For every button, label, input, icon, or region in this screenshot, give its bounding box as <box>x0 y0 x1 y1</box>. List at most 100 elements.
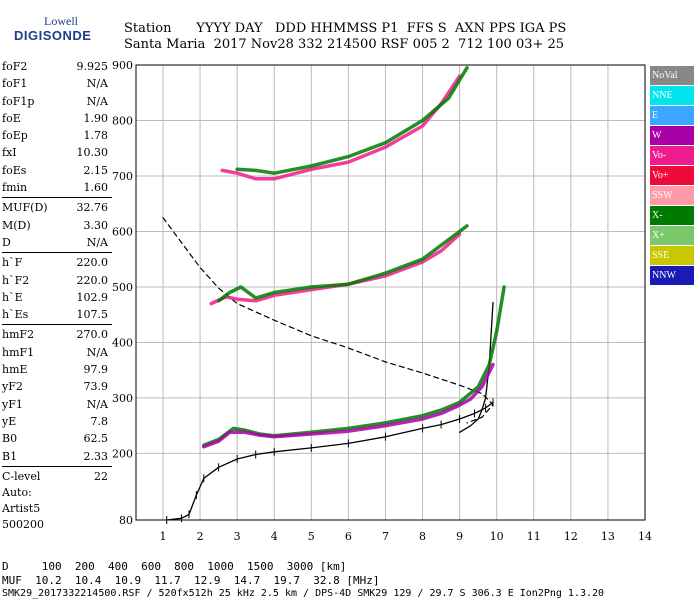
legend-item: E <box>650 106 694 125</box>
param-key: h`Es <box>2 308 29 322</box>
trace-profile <box>166 401 494 521</box>
x-tick-label: 10 <box>490 530 504 543</box>
x-tick-label: 14 <box>638 530 652 543</box>
param-row: D N/A <box>2 234 116 251</box>
param-row: hmF1 N/A <box>2 344 116 361</box>
param-value: 220.0 <box>76 256 109 270</box>
param-key: hmF2 <box>2 328 35 342</box>
footer-muf: MUF 10.2 10.4 10.9 11.7 12.9 14.7 19.7 3… <box>2 574 380 587</box>
legend-item: NNE <box>650 86 694 105</box>
trace-x3-trace <box>235 66 469 175</box>
param-key: C-level <box>2 469 41 483</box>
x-tick-label: 6 <box>345 530 352 543</box>
param-key: foEp <box>2 129 28 143</box>
header-line1: Station YYYY DAY DDD HHMMSS P1 FFS S AXN… <box>124 21 567 36</box>
trace-o3-trace <box>220 74 462 181</box>
legend-item: NoVal <box>650 66 694 85</box>
param-value: 7.8 <box>90 414 109 428</box>
param-row: M(D) 3.30 <box>2 217 116 234</box>
x-tick-label: 1 <box>160 530 167 543</box>
param-value: 2.33 <box>83 449 109 463</box>
param-key: yF2 <box>2 380 23 394</box>
x-tick-label: 5 <box>308 530 315 543</box>
legend-item: SSW <box>650 186 694 205</box>
param-key: B0 <box>2 432 18 446</box>
param-row: yF2 73.9 <box>2 378 116 395</box>
param-value: 3.30 <box>83 218 109 232</box>
legend-item: X- <box>650 206 694 225</box>
auto-method: Artist5 <box>2 502 41 515</box>
x-tick-label: 3 <box>234 530 241 543</box>
auto-code: 500200 <box>2 518 44 531</box>
param-key: fmin <box>2 181 28 195</box>
param-key: D <box>2 235 11 249</box>
param-key: h`E <box>2 290 23 304</box>
legend-item: Vo+ <box>650 166 694 185</box>
color-legend: NoVal NNE E W Vo- Vo+ SSW X- X+ SSE NNW <box>650 66 694 286</box>
param-key: h`F <box>2 256 23 270</box>
param-value: 73.9 <box>83 380 109 394</box>
footer-distance: D 100 200 400 600 800 1000 1500 3000 [km… <box>2 560 347 573</box>
param-value: 32.76 <box>76 201 109 215</box>
param-key: MUF(D) <box>2 201 48 215</box>
param-value: 10.30 <box>76 146 109 160</box>
param-key: B1 <box>2 449 18 463</box>
param-row: foE 1.90 <box>2 110 116 127</box>
param-row: C-level 22 <box>2 468 116 485</box>
logo-line1: Lowell <box>44 14 78 28</box>
trace-o2-trace <box>209 232 462 306</box>
param-value: 270.0 <box>76 328 109 342</box>
param-row: foF2 9.925 <box>2 58 116 75</box>
x-tick-label: 8 <box>419 530 426 543</box>
param-value: 22 <box>94 469 108 483</box>
param-row: h`E 102.9 <box>2 289 116 306</box>
y-tick-label: 80 <box>119 514 133 527</box>
param-row: yE 7.8 <box>2 413 116 430</box>
header: Station YYYY DAY DDD HHMMSS P1 FFS S AXN… <box>124 21 566 53</box>
legend-item: Vo- <box>650 146 694 165</box>
param-separator <box>2 465 112 467</box>
param-value: 220.0 <box>76 273 109 287</box>
param-key: foF2 <box>2 60 28 73</box>
parameter-panel: foF2 9.925 foF1 N/A foF1p N/A foE 1.90 foEp 1.78 f… <box>2 58 116 485</box>
legend-item: SSE <box>650 246 694 265</box>
param-value: 1.90 <box>83 111 109 125</box>
param-value: N/A <box>86 397 108 411</box>
legend-item: X+ <box>650 226 694 245</box>
logo-line2: DIGISONDE <box>14 28 92 43</box>
param-value: 1.78 <box>83 129 109 143</box>
lowell-logo: Lowell DIGISONDE <box>6 8 116 48</box>
trace-o-trace <box>202 362 495 449</box>
param-key: hmF1 <box>2 345 35 359</box>
param-row: h`F2 220.0 <box>2 272 116 289</box>
legend-item: W <box>650 126 694 145</box>
plot-frame <box>135 64 646 521</box>
param-row: hmE 97.9 <box>2 361 116 378</box>
x-tick-label: 9 <box>456 530 463 543</box>
param-row: foF1 N/A <box>2 75 116 92</box>
param-value: 62.5 <box>83 432 109 446</box>
auto-info: Auto: Artist5 500200 <box>2 485 44 533</box>
x-tick-label: 4 <box>271 530 278 543</box>
x-tick-label: 13 <box>601 530 615 543</box>
param-row: MUF(D) 32.76 <box>2 199 116 216</box>
param-key: foEs <box>2 163 27 177</box>
x-tick-label: 7 <box>382 530 389 543</box>
param-key: h`F2 <box>2 273 30 287</box>
header-line2: Santa Maria 2017 Nov28 332 214500 RSF 00… <box>124 37 565 52</box>
param-value: 1.60 <box>83 181 109 195</box>
param-row: foEp 1.78 <box>2 127 116 144</box>
footer-file: SMK29_2017332214500.RSF / 520fx512h 25 k… <box>2 588 605 599</box>
param-key: yE <box>2 414 17 428</box>
trace-x2-trace <box>216 224 469 303</box>
param-row: h`Es 107.5 <box>2 306 116 323</box>
param-value: 97.9 <box>83 363 109 377</box>
trace-trace <box>458 301 494 433</box>
param-value: 107.5 <box>76 308 109 322</box>
x-tick-label: 12 <box>564 530 578 543</box>
param-value: 9.925 <box>76 60 109 73</box>
param-separator <box>2 252 112 254</box>
param-row: fmin 1.60 <box>2 179 116 196</box>
param-key: M(D) <box>2 218 31 232</box>
param-row: yF1 N/A <box>2 396 116 413</box>
